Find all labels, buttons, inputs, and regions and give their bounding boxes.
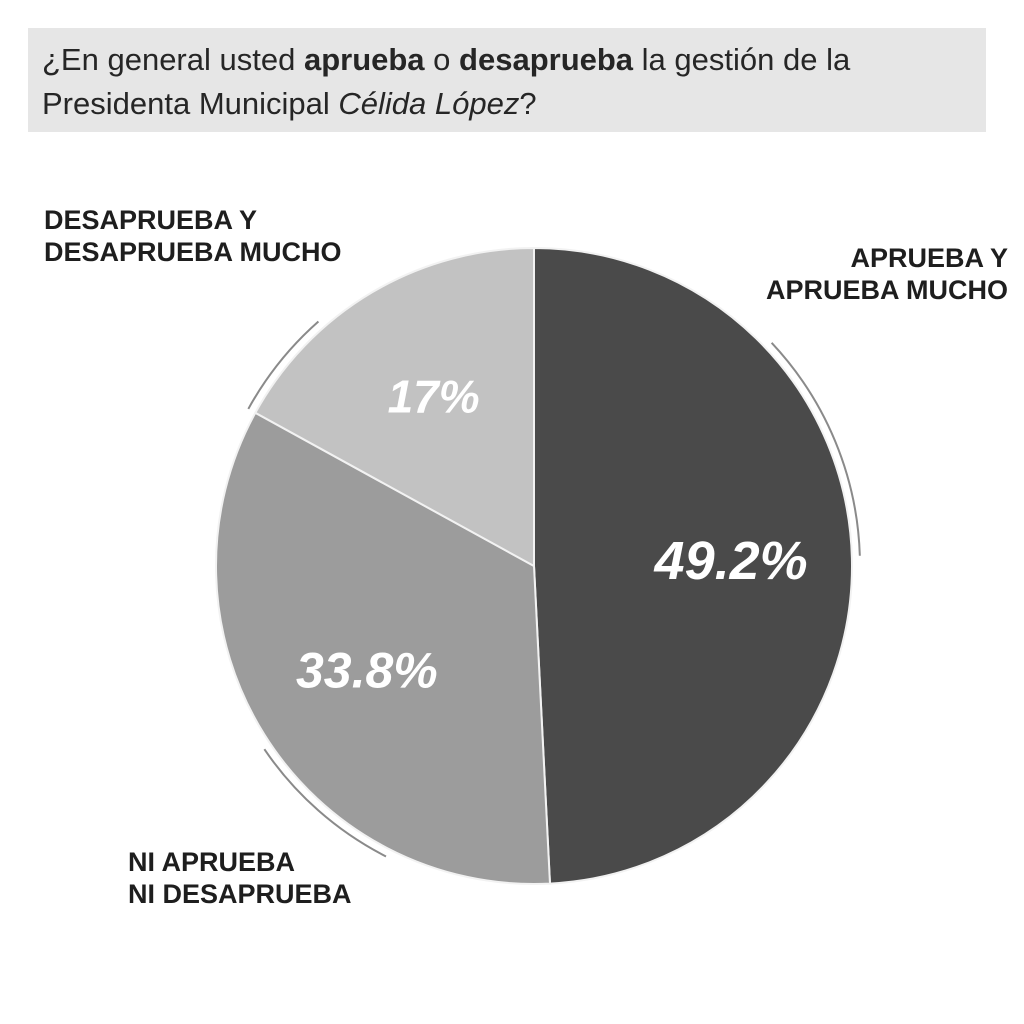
pie-value-label-disapprove: 17% xyxy=(388,370,480,422)
question-suffix: la gestión de la Presidenta Municipal xyxy=(42,42,851,121)
question-middle: o xyxy=(424,42,460,77)
question-text: ¿En general usted aprueba o desaprueba l… xyxy=(42,38,970,126)
pie-slice-neither xyxy=(215,411,552,885)
pie-value-label-neither: 33.8% xyxy=(296,643,438,699)
slice-label-neither: NI APRUEBA NI DESAPRUEBA xyxy=(128,847,352,909)
label-bracket-disapprove xyxy=(247,320,320,410)
slice-label-approve: APRUEBA Y APRUEBA MUCHO xyxy=(766,243,1008,305)
question-prefix: ¿En general usted xyxy=(42,42,304,77)
question-end: ? xyxy=(519,86,537,121)
question-name: Célida López xyxy=(338,86,520,121)
pie-slice-disapprove xyxy=(253,246,535,568)
question-bold-approve: aprueba xyxy=(303,42,425,77)
label-bracket-neither xyxy=(263,748,387,858)
label-bracket-approve xyxy=(770,342,861,556)
slice-label-disapprove: DESAPRUEBA Y DESAPRUEBA MUCHO xyxy=(44,205,342,267)
question-box: ¿En general usted aprueba o desaprueba l… xyxy=(28,28,986,132)
pie-value-label-approve: 49.2% xyxy=(654,531,808,591)
question-bold-disapprove: desaprueba xyxy=(459,42,634,77)
pie-slice-approve xyxy=(533,246,853,885)
